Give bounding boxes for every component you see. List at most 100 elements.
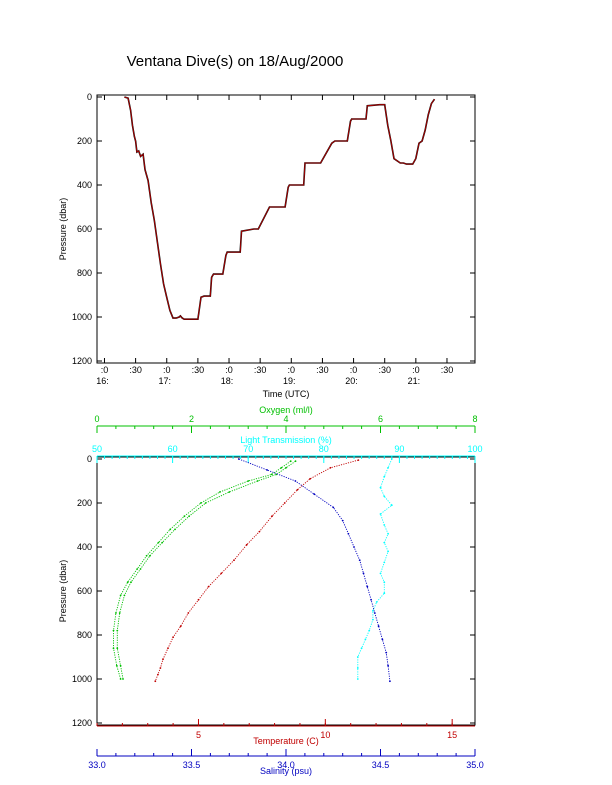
profile-point-0 [204,502,207,504]
chart1-ytick-label: 200 [77,136,92,146]
chart2-frame [96,456,476,726]
profile-point-0 [122,678,124,680]
profile-point-0 [115,612,117,614]
chart1-xtick-hour: 16: [96,376,109,386]
axis-tick-label-3: 33.0 [88,760,106,770]
chart1-xtick-hour: 21: [408,376,421,386]
chart1-xtick-minute: :0 [163,365,171,375]
profile-point-2 [159,667,162,669]
profile-point-0 [228,491,231,493]
chart1-ytick-label: 400 [77,180,92,190]
profile-point-3 [362,572,365,575]
axis-tick-label-0: 0 [94,414,99,424]
profile-point-2 [296,488,299,491]
profile-point-2 [357,459,360,461]
profile-point-3 [332,506,335,509]
profile-point-2 [233,559,235,562]
chart1-xtick-minute: :0 [412,365,420,375]
profile-point-1 [356,678,359,680]
profile-point-0 [285,466,287,469]
axis-tick-label-0: 2 [189,414,194,424]
chart1-xtick-hour: 18: [221,376,234,386]
profile-series-2 [154,459,359,682]
profile-point-0 [161,541,164,544]
profile-point-3 [370,598,372,601]
profile-point-1 [387,550,389,553]
profile-point-2 [271,515,273,518]
chart1-ytick-label: 0 [87,92,92,102]
chart1-xtick-minute: :30 [441,365,454,375]
profile-series-0 [113,460,291,680]
chart2-ytick-label: 400 [77,542,92,552]
chart2-ytick-label: 1200 [72,718,92,728]
profile-point-2 [197,598,200,601]
chart1-xtick-minute: :30 [129,365,142,375]
profile-point-1 [356,667,359,669]
chart1-ytick-label: 600 [77,224,92,234]
profile-point-0 [247,480,250,482]
profile-point-0 [119,664,122,667]
profile-point-0 [200,502,202,504]
profile-point-0 [126,581,129,584]
axis-tick-label-3: 35.0 [466,760,484,770]
chart1-xtick-minute: :30 [378,365,391,375]
profile-point-3 [389,680,391,683]
profile-point-1 [387,466,389,469]
axis-tick-label-0: 8 [472,414,477,424]
axis-tick-label-3: 34.0 [277,760,295,770]
chart2-ylabel: Pressure (dbar) [58,560,68,623]
profile-point-0 [270,473,273,476]
profile-series-1 [357,458,393,679]
profile-point-0 [289,460,292,463]
profile-point-2 [258,530,261,533]
profile-point-0 [174,528,176,531]
profile-point-3 [266,469,268,471]
profile-point-1 [383,561,386,564]
profile-point-0 [112,647,115,650]
chart2-ytick-label: 1000 [72,674,92,684]
profile-point-0 [116,629,119,632]
profile-point-2 [179,625,182,628]
temperature-axis-label: Temperature (C) [253,736,319,746]
chart1-ylabel: Pressure (dbar) [58,198,68,261]
profile-point-0 [130,581,132,584]
profile-point-3 [358,559,361,562]
chart1-xtick-minute: :30 [192,365,205,375]
profile-point-0 [116,647,119,650]
axis-tick-label-3: 33.5 [183,760,201,770]
axis-tick-label-2: 10 [320,730,330,740]
chart1-xtick-hour: 19: [283,376,296,386]
profile-point-0 [118,612,121,614]
chart2-ytick-label: 600 [77,586,92,596]
profile-point-0 [169,528,172,531]
profile-point-2 [172,636,175,639]
profile-point-1 [379,513,382,515]
profile-point-1 [390,458,393,460]
profile-point-2 [157,673,159,676]
chart1-xtick-minute: :0 [101,365,109,375]
profile-point-3 [381,638,384,641]
profile-point-1 [364,638,367,641]
profile-point-0 [119,594,122,597]
axis-tick-label-2: 5 [196,730,201,740]
profile-point-2 [162,658,164,661]
profile-point-0 [115,664,118,667]
profile-point-0 [149,554,151,557]
profile-point-0 [112,629,115,632]
axis-tick-label-0: 4 [283,414,288,424]
profile-point-1 [383,541,386,544]
chart1-xtick-minute: :0 [225,365,233,375]
chart1-dive-line-shadow [124,96,436,321]
profile-point-0 [139,568,142,570]
axis-tick-label-1: 80 [319,444,329,454]
chart2-ytick-label: 200 [77,498,92,508]
profile-point-1 [356,656,359,658]
profile-point-3 [313,493,316,496]
profile-point-3 [387,664,389,667]
profile-series-3 [238,458,391,682]
profile-point-1 [372,609,374,612]
profile-point-0 [119,678,122,680]
profile-point-1 [383,475,386,478]
axis-tick-label-1: 100 [467,444,482,454]
